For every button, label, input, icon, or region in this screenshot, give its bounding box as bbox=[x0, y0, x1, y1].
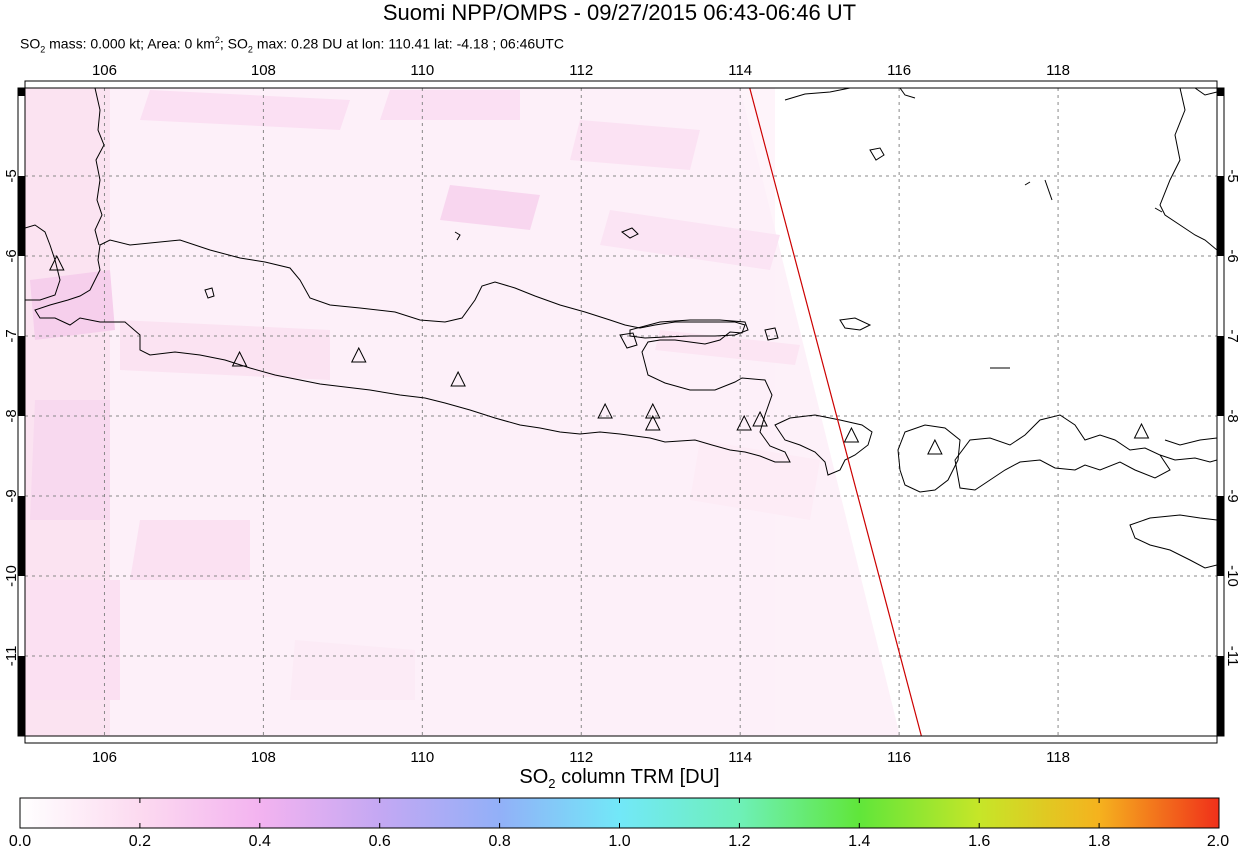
colorbar-title-sub: 2 bbox=[548, 776, 556, 791]
lat-label-left: -5 bbox=[3, 169, 20, 182]
colorbar-tick-label: 1.4 bbox=[848, 833, 871, 850]
lombok-island bbox=[897, 424, 961, 493]
coastlines bbox=[25, 88, 1217, 569]
latitude-labels-left: -5 -6 -7 -8 -9 -10 -11 bbox=[3, 169, 20, 666]
volcano-icon bbox=[644, 402, 661, 419]
colorbar-tick-label: 1.2 bbox=[728, 833, 751, 850]
frame-bar-left bbox=[18, 88, 25, 96]
lat-label-left: -11 bbox=[3, 646, 20, 667]
longitude-labels-top: 106 108 110 112 114 116 118 bbox=[92, 62, 1070, 79]
madura-island bbox=[629, 319, 749, 339]
frame-left-outline bbox=[17, 87, 26, 737]
latitude-labels-right: -5 -6 -7 -8 -9 -10 -11 bbox=[1224, 169, 1239, 666]
java-island bbox=[34, 239, 791, 463]
lat-label-left: -6 bbox=[3, 249, 20, 262]
frame-bar-right bbox=[1217, 656, 1224, 736]
stats-mass-text: mass: 0.000 kt; Area: 0 km bbox=[45, 35, 215, 52]
colorbar-tick-label: 1.0 bbox=[608, 833, 631, 850]
lon-label-bottom: 114 bbox=[728, 749, 752, 766]
frame-bar-left bbox=[18, 336, 25, 416]
colorbar-tick-label: 0.6 bbox=[368, 833, 391, 850]
colorbar-tick-label: 0.2 bbox=[128, 833, 152, 850]
colorbar-title: SO2 column TRM [DU] bbox=[0, 766, 1239, 791]
stats-so2-prefix: SO bbox=[20, 35, 41, 52]
colorbar-tick-label: 1.8 bbox=[1087, 833, 1111, 850]
lon-label-top: 112 bbox=[569, 62, 593, 79]
frame-top-outline bbox=[24, 80, 1218, 89]
colorbar-tick-label: 1.6 bbox=[968, 833, 991, 850]
lon-label-top: 106 bbox=[92, 62, 117, 79]
so2-stats-line: SO2 mass: 0.000 kt; Area: 0 km2; SO2 max… bbox=[20, 35, 564, 54]
frame-bar-left bbox=[18, 656, 25, 736]
volcano-icon bbox=[644, 414, 661, 431]
lon-label-bottom: 112 bbox=[569, 749, 593, 766]
frame-bottom-outline bbox=[24, 735, 1218, 744]
volcano-icon bbox=[1133, 422, 1150, 439]
volcano-icon bbox=[350, 346, 367, 363]
lat-label-right: -6 bbox=[1224, 249, 1239, 262]
orbit-swath-edge bbox=[749, 88, 922, 736]
frame-bar-right bbox=[1217, 496, 1224, 576]
map-frame bbox=[17, 80, 1225, 744]
map-gridlines bbox=[25, 88, 1217, 736]
frame-bar-right bbox=[1217, 88, 1224, 96]
lon-label-bottom: 110 bbox=[410, 749, 434, 766]
kalimantan-coast bbox=[784, 88, 851, 101]
frame-right-outline bbox=[1216, 87, 1225, 737]
colorbar-ticks bbox=[19, 798, 1220, 828]
volcano-markers bbox=[48, 254, 1150, 455]
stats-area-sup: 2 bbox=[214, 35, 220, 45]
lon-label-top: 114 bbox=[728, 62, 752, 79]
volcano-icon bbox=[48, 254, 65, 271]
frame-bar-right bbox=[1217, 336, 1224, 416]
lon-label-top: 110 bbox=[410, 62, 434, 79]
sumba-island bbox=[1129, 514, 1217, 569]
lat-label-right: -9 bbox=[1224, 489, 1239, 502]
volcano-icon bbox=[843, 426, 860, 443]
colorbar-tick-label: 0.8 bbox=[488, 833, 511, 850]
frame-bar-left bbox=[18, 496, 25, 576]
lat-label-left: -10 bbox=[3, 565, 20, 587]
lat-label-right: -8 bbox=[1224, 409, 1239, 422]
lon-label-bottom: 106 bbox=[92, 749, 117, 766]
colorbar-title-pre: SO bbox=[519, 766, 549, 788]
volcano-icon bbox=[736, 414, 752, 431]
lon-label-top: 118 bbox=[1046, 62, 1070, 79]
stats-sub-2b: 2 bbox=[247, 44, 253, 55]
volcano-icon bbox=[231, 350, 248, 367]
lat-label-left: -9 bbox=[3, 489, 20, 502]
colorbar-tick-label: 0.0 bbox=[8, 833, 32, 850]
volcano-icon bbox=[752, 410, 768, 427]
colorbar-tick-label: 0.4 bbox=[248, 833, 271, 850]
so2-concentration-layer bbox=[25, 88, 900, 736]
frame-bar-right bbox=[1217, 176, 1224, 256]
lon-label-top: 108 bbox=[251, 62, 276, 79]
stats-max-text: max: 0.28 DU at lon: 110.41 lat: -4.18 ;… bbox=[252, 35, 564, 52]
lon-label-top: 116 bbox=[887, 62, 911, 79]
sumbawa-island bbox=[954, 414, 1171, 491]
lat-label-right: -11 bbox=[1224, 646, 1239, 667]
stats-max-prefix: ; SO bbox=[219, 35, 248, 52]
colorbar-title-post: column TRM [DU] bbox=[555, 766, 720, 788]
lon-label-bottom: 108 bbox=[251, 749, 276, 766]
lon-label-bottom: 118 bbox=[1046, 749, 1070, 766]
page-title: Suomi NPP/OMPS - 09/27/2015 06:43-06:46 … bbox=[382, 0, 857, 25]
volcano-icon bbox=[597, 402, 613, 419]
lat-label-right: -10 bbox=[1224, 565, 1239, 587]
frame-bar-left bbox=[18, 176, 25, 256]
longitude-labels-bottom: 106 108 110 112 114 116 118 bbox=[92, 749, 1070, 766]
lat-label-right: -7 bbox=[1224, 329, 1239, 342]
colorbar-tick-label: 2.0 bbox=[1206, 833, 1230, 850]
volcano-icon bbox=[927, 438, 943, 455]
lat-label-left: -8 bbox=[3, 409, 20, 422]
lat-label-left: -7 bbox=[3, 329, 20, 342]
lat-label-right: -5 bbox=[1224, 169, 1239, 182]
volcano-icon bbox=[450, 370, 466, 387]
bali-island bbox=[774, 414, 873, 476]
lon-label-bottom: 116 bbox=[887, 749, 911, 766]
stats-sub-2a: 2 bbox=[40, 44, 46, 55]
